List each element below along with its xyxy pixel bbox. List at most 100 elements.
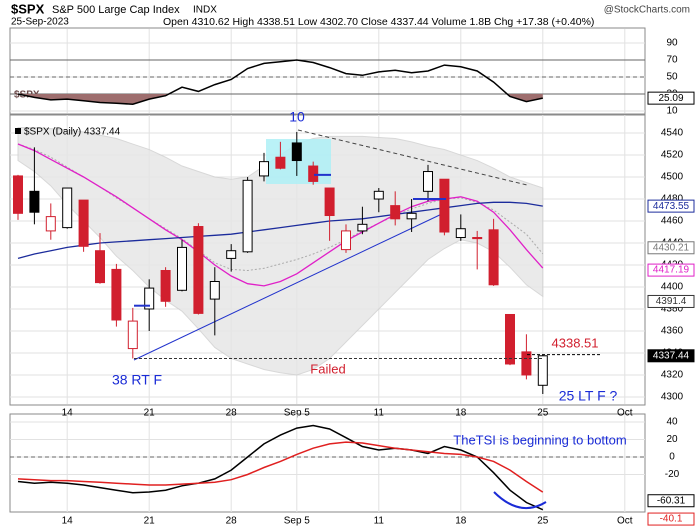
value-box (647, 199, 695, 213)
value-box (647, 263, 695, 277)
x-tick-label: 28 (226, 516, 238, 527)
y-tick-label: 4400 (661, 282, 684, 293)
candle-body (291, 142, 302, 162)
candle-body (357, 223, 368, 232)
exchange: INDX (193, 5, 217, 16)
candle-body (472, 237, 483, 240)
annotation-arc (493, 491, 547, 510)
x-tick-label: 11 (374, 408, 385, 419)
candle-body (439, 178, 450, 233)
y-tick-label: 90 (666, 38, 678, 49)
y-tick-label: 4500 (661, 172, 684, 183)
candle-body (193, 226, 204, 314)
y-tick-label: 4380 (661, 304, 684, 315)
candle-body (78, 199, 89, 247)
y-tick-label: 50 (666, 72, 678, 83)
y-tick-label: 4300 (661, 392, 684, 403)
candle-body (537, 355, 548, 386)
candle-body (144, 287, 155, 310)
candle-body (521, 351, 532, 376)
value-label: 4337.44 (653, 350, 690, 361)
value-label: 25.09 (658, 93, 683, 104)
annotation: 4338.51 (552, 335, 599, 350)
candle-body (226, 250, 237, 259)
rsi-frame (9, 27, 646, 115)
x-tick-label: Oct (617, 408, 633, 419)
value-box (647, 91, 695, 105)
date: 25-Sep-2023 (11, 17, 69, 28)
annotation: Failed (310, 361, 345, 376)
candle-body (275, 156, 286, 169)
value-box (647, 494, 695, 508)
value-box (647, 512, 695, 526)
value-box (647, 294, 695, 308)
trend-line (297, 129, 528, 186)
candle-body (29, 190, 40, 213)
value-label: 4473.55 (653, 201, 690, 212)
price-marks: $SPX (Daily) 4337.44 10 4338.51 Failed 38 RT… (13, 109, 618, 404)
candle-body (406, 212, 417, 220)
value-label: 4430.21 (653, 242, 690, 253)
candle-body (259, 161, 269, 177)
y-tick-label: 0 (669, 452, 675, 463)
value-label: -40.1 (660, 514, 683, 525)
symbol: $SPX (11, 1, 45, 16)
quote: Open 4310.62 High 4338.51 Low 4302.70 Cl… (163, 16, 594, 28)
x-tick-label: 25 (537, 408, 549, 419)
x-tick-label: 14 (62, 408, 74, 419)
candle-body (488, 229, 499, 286)
x-tick-label: 14 (62, 516, 74, 527)
bollinger-band (17, 127, 544, 376)
y-tick-label: 20 (666, 434, 678, 445)
trend-line (133, 211, 447, 361)
x-tick-label: 21 (144, 516, 156, 527)
y-tick-label: 4360 (661, 326, 684, 337)
price-frame (9, 114, 646, 406)
candle-body (341, 230, 351, 251)
annotation: TheTSI is beginning to bottom (453, 432, 626, 447)
x-tick-label: 18 (455, 516, 467, 527)
x-tick-label: Sep 5 (284, 516, 311, 527)
tsi-frame (9, 413, 646, 513)
x-tick-label: Sep 5 (284, 408, 311, 419)
overlay-line (17, 201, 543, 260)
candle-body (45, 216, 56, 232)
candle-body (505, 313, 515, 365)
candle-body (373, 190, 384, 200)
y-tick-label: 4540 (661, 128, 684, 139)
y-tick-label: 4460 (661, 216, 684, 227)
x-tick-label: 25 (537, 516, 549, 527)
overlay-line (17, 143, 544, 287)
candle-body (95, 250, 105, 284)
series-line (17, 441, 544, 493)
y-tick-label: 4520 (661, 150, 684, 161)
value-label: 4391.4 (656, 296, 687, 307)
y-tick-label: 10 (666, 106, 678, 117)
x-tick-label: Oct (617, 516, 633, 527)
symbol-name: S&P 500 Large Cap Index (52, 4, 180, 16)
candle-body (62, 187, 73, 229)
candle-body (455, 228, 466, 239)
annotation: 10 (289, 109, 305, 125)
label-icon (15, 128, 21, 134)
x-tick-label: 21 (144, 408, 156, 419)
value-box (647, 241, 695, 255)
value-label: 4417.19 (653, 265, 690, 276)
value-box (647, 349, 695, 363)
series-line (17, 424, 544, 511)
y-tick-label: 4320 (661, 370, 684, 381)
candle-body (324, 187, 335, 217)
x-tick-label: 18 (455, 408, 467, 419)
candle-body (111, 268, 122, 321)
candle-body (242, 179, 253, 253)
y-tick-label: 4480 (661, 194, 684, 205)
panel-label: $SPX (Daily) 4337.44 (24, 127, 121, 138)
candle-body (209, 280, 220, 300)
x-tick-label: 11 (374, 516, 385, 527)
candle-body (13, 175, 23, 214)
candle-body (390, 205, 401, 220)
x-tick-label: 28 (226, 408, 238, 419)
annotation: 38 RT F (112, 372, 162, 388)
candle-body (308, 165, 319, 182)
